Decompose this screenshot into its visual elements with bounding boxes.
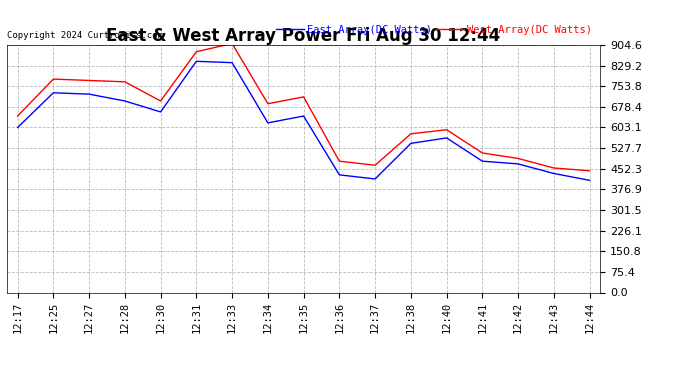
West Array(DC Watts) xyxy=(335,159,344,164)
Title: East & West Array Power Fri Aug 30 12:44: East & West Array Power Fri Aug 30 12:44 xyxy=(106,27,501,45)
West Array(DC Watts) xyxy=(14,114,22,118)
East Array(DC Watts) xyxy=(335,172,344,177)
West Array(DC Watts) xyxy=(193,50,201,54)
West Array(DC Watts) xyxy=(85,78,93,83)
Line: East Array(DC Watts): East Array(DC Watts) xyxy=(18,61,589,180)
East Array(DC Watts) xyxy=(478,159,486,164)
East Array(DC Watts) xyxy=(49,90,57,95)
West Array(DC Watts) xyxy=(406,132,415,136)
East Array(DC Watts) xyxy=(371,177,380,181)
East Array(DC Watts) xyxy=(585,178,593,183)
West Array(DC Watts) xyxy=(228,41,236,46)
West Array(DC Watts) xyxy=(585,168,593,173)
West Array(DC Watts) xyxy=(264,102,272,106)
West Array(DC Watts) xyxy=(49,77,57,81)
East Array(DC Watts) xyxy=(406,141,415,146)
East Array(DC Watts) xyxy=(228,60,236,65)
Legend: East Array(DC Watts), West Array(DC Watts): East Array(DC Watts), West Array(DC Watt… xyxy=(272,21,596,40)
East Array(DC Watts) xyxy=(442,136,451,140)
West Array(DC Watts) xyxy=(121,80,129,84)
East Array(DC Watts) xyxy=(514,162,522,166)
East Array(DC Watts) xyxy=(14,125,22,130)
East Array(DC Watts) xyxy=(299,114,308,118)
West Array(DC Watts) xyxy=(550,166,558,170)
West Array(DC Watts) xyxy=(442,128,451,132)
West Array(DC Watts) xyxy=(514,156,522,160)
East Array(DC Watts) xyxy=(85,92,93,96)
East Array(DC Watts) xyxy=(121,99,129,103)
East Array(DC Watts) xyxy=(157,110,165,114)
West Array(DC Watts) xyxy=(299,94,308,99)
Text: Copyright 2024 Curtronics.com: Copyright 2024 Curtronics.com xyxy=(7,31,163,40)
East Array(DC Watts) xyxy=(550,171,558,176)
West Array(DC Watts) xyxy=(157,99,165,103)
East Array(DC Watts) xyxy=(264,121,272,125)
East Array(DC Watts) xyxy=(193,59,201,63)
West Array(DC Watts) xyxy=(371,163,380,168)
West Array(DC Watts) xyxy=(478,151,486,155)
Line: West Array(DC Watts): West Array(DC Watts) xyxy=(18,44,589,171)
